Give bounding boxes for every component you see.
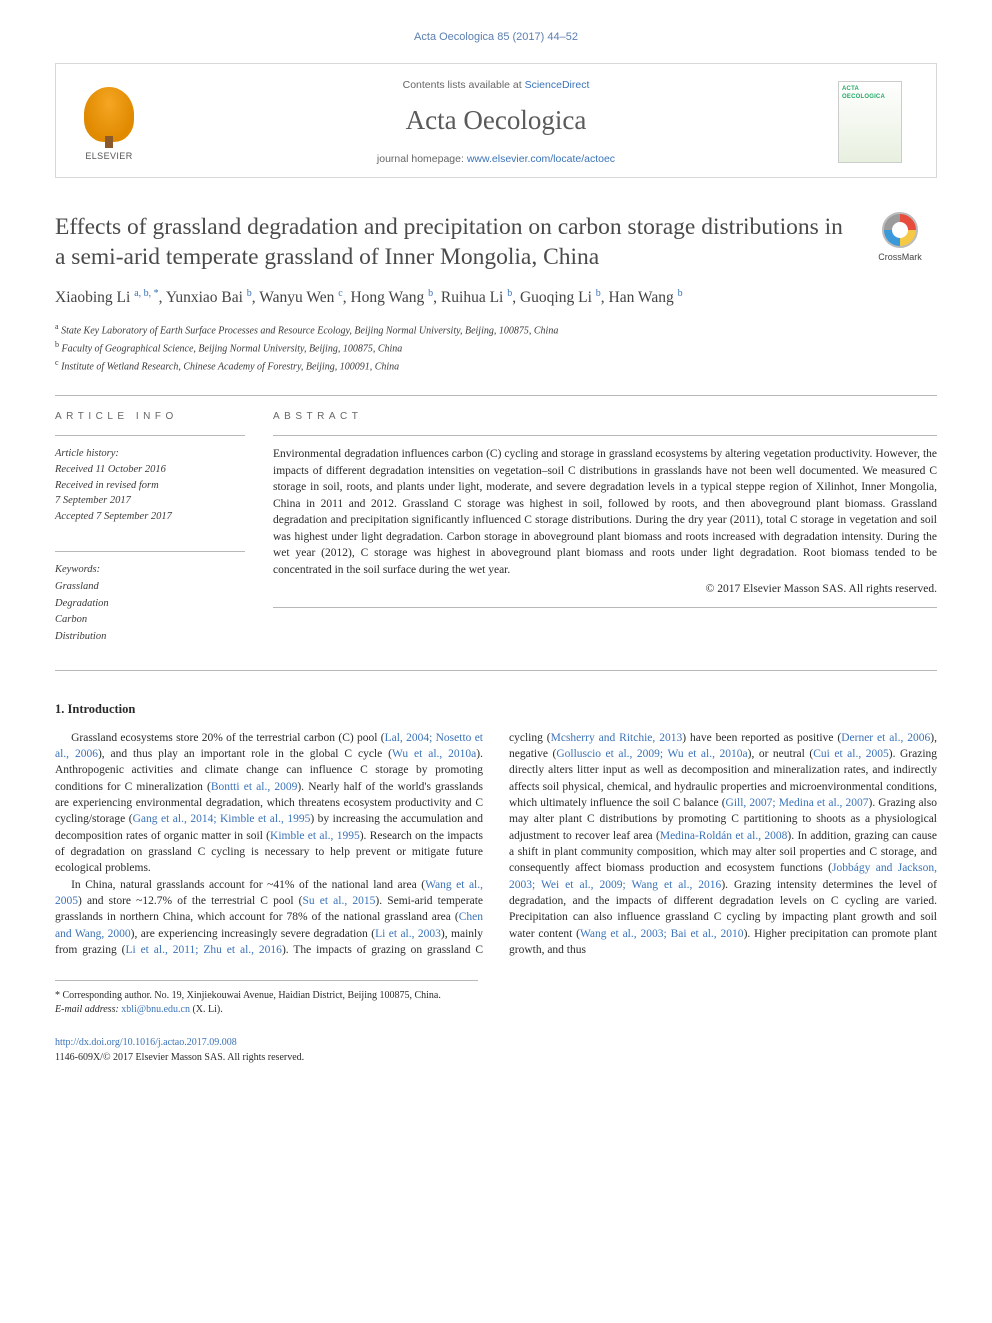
- citation-line: Acta Oecologica 85 (2017) 44–52: [55, 30, 937, 45]
- footer-block: http://dx.doi.org/10.1016/j.actao.2017.0…: [55, 1035, 937, 1065]
- doi-link[interactable]: http://dx.doi.org/10.1016/j.actao.2017.0…: [55, 1037, 237, 1048]
- received-date: Received 11 October 2016: [55, 462, 245, 478]
- crossmark-widget[interactable]: CrossMark: [863, 212, 937, 263]
- email-link[interactable]: xbli@bnu.edu.cn: [121, 1004, 190, 1015]
- article-info-column: ARTICLE INFO Article history: Received 1…: [55, 410, 245, 646]
- authors-line: Xiaobing Li a, b, *, Yunxiao Bai b, Wany…: [55, 286, 937, 309]
- keywords-label: Keywords:: [55, 562, 245, 579]
- accepted-date: Accepted 7 September 2017: [55, 509, 245, 525]
- history-block: Article history: Received 11 October 201…: [55, 435, 245, 525]
- email-suffix: (X. Li).: [190, 1004, 223, 1015]
- abstract-text: Environmental degradation influences car…: [273, 446, 937, 578]
- header-center: Contents lists available at ScienceDirec…: [166, 78, 826, 167]
- keyword-item: Distribution: [55, 629, 245, 646]
- keyword-item: Degradation: [55, 596, 245, 613]
- paper-title: Effects of grassland degradation and pre…: [55, 212, 843, 272]
- crossmark-icon: [882, 212, 918, 248]
- homepage-prefix: journal homepage:: [377, 153, 467, 165]
- corresponding-author-note: * Corresponding author. No. 19, Xinjieko…: [55, 989, 478, 1003]
- journal-name: Acta Oecologica: [166, 102, 826, 138]
- keyword-item: Carbon: [55, 612, 245, 629]
- intro-heading: 1. Introduction: [55, 701, 937, 718]
- revised-date: 7 September 2017: [55, 493, 245, 509]
- article-info-heading: ARTICLE INFO: [55, 410, 245, 424]
- email-label: E-mail address:: [55, 1004, 121, 1015]
- cover-title: ACTA OECOLOGICA: [842, 85, 898, 101]
- homepage-line: journal homepage: www.elsevier.com/locat…: [166, 152, 826, 166]
- keywords-block: Keywords: Grassland Degradation Carbon D…: [55, 551, 245, 646]
- abstract-copyright: © 2017 Elsevier Masson SAS. All rights r…: [273, 582, 937, 598]
- journal-header: ELSEVIER Contents lists available at Sci…: [55, 63, 937, 178]
- issn-copyright-line: 1146-609X/© 2017 Elsevier Masson SAS. Al…: [55, 1050, 937, 1065]
- elsevier-tree-icon: [84, 87, 134, 142]
- sciencedirect-link[interactable]: ScienceDirect: [525, 79, 590, 91]
- elsevier-brand-text: ELSEVIER: [85, 150, 132, 162]
- info-divider: [55, 395, 937, 396]
- journal-cover-thumb: ACTA OECOLOGICA: [838, 81, 902, 163]
- elsevier-logo: ELSEVIER: [74, 82, 144, 162]
- title-row: Effects of grassland degradation and pre…: [55, 212, 937, 272]
- revised-label: Received in revised form: [55, 478, 245, 494]
- info-abstract-grid: ARTICLE INFO Article history: Received 1…: [55, 410, 937, 646]
- affiliations-block: a State Key Laboratory of Earth Surface …: [55, 321, 937, 374]
- crossmark-label: CrossMark: [878, 251, 922, 263]
- contents-available-line: Contents lists available at ScienceDirec…: [166, 78, 826, 92]
- footnotes-block: * Corresponding author. No. 19, Xinjieko…: [55, 980, 478, 1017]
- body-divider: [55, 670, 937, 671]
- contents-prefix: Contents lists available at: [403, 79, 525, 91]
- homepage-link[interactable]: www.elsevier.com/locate/actoec: [467, 153, 615, 165]
- abstract-column: ABSTRACT Environmental degradation influ…: [273, 410, 937, 646]
- keyword-item: Grassland: [55, 579, 245, 596]
- abstract-heading: ABSTRACT: [273, 410, 937, 424]
- history-label: Article history:: [55, 446, 245, 462]
- body-columns: Grassland ecosystems store 20% of the te…: [55, 730, 937, 959]
- email-line: E-mail address: xbli@bnu.edu.cn (X. Li).: [55, 1003, 478, 1017]
